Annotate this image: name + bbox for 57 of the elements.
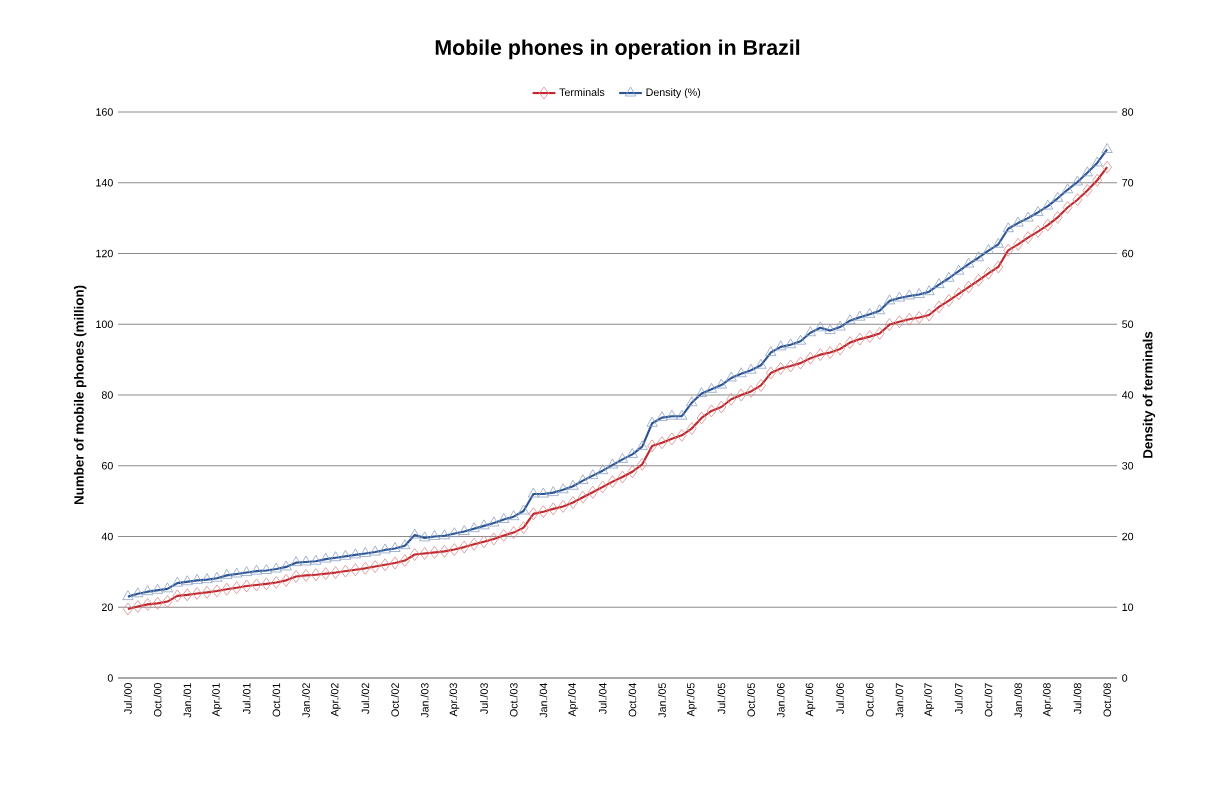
x-tick-label: Oct./04	[628, 683, 637, 717]
x-tick-label: Oct./07	[984, 683, 993, 717]
x-tick-label: Oct./02	[391, 683, 399, 717]
y2-tick-label: 30	[1122, 461, 1134, 470]
x-tick-label: Apr./07	[924, 683, 935, 717]
x-tick-label: Oct./08	[1103, 683, 1112, 717]
x-tick-label: Jul./04	[598, 683, 607, 714]
legend-label: Density (%)	[646, 88, 701, 99]
y-tick-label: 160	[96, 108, 113, 116]
y2-tick-label: 80	[1122, 108, 1134, 116]
x-tick-label: Jul./07	[954, 683, 963, 714]
x-tick-label: Apr./04	[568, 683, 578, 717]
y-tick-label: 100	[96, 320, 113, 329]
x-tick-label: Apr./01	[211, 683, 222, 717]
y-tick-label: 60	[101, 461, 113, 470]
x-tick-label: Jul./01	[242, 683, 251, 714]
x-tick-label: Jan./07	[895, 683, 904, 718]
y2-axis-title: Density of terminals	[1142, 331, 1156, 458]
x-tick-label: Oct./03	[509, 683, 518, 717]
y2-tick-label: 20	[1122, 532, 1134, 541]
y-tick-label: 80	[101, 391, 113, 399]
y2-tick-label: 0	[1122, 674, 1128, 682]
y2-tick-label: 40	[1121, 391, 1134, 399]
y-tick-label: 120	[96, 249, 113, 258]
x-tick-label: Jul./06	[836, 683, 844, 714]
x-tick-label: Jan./03	[420, 683, 429, 718]
y-tick-label: 140	[96, 178, 113, 187]
x-tick-label: Apr./06	[805, 683, 816, 717]
x-tick-label: Jul./03	[480, 683, 488, 714]
y-tick-label: 40	[101, 532, 113, 541]
y2-tick-label: 10	[1122, 603, 1134, 612]
x-tick-label: Oct./00	[153, 683, 162, 717]
y2-tick-label: 60	[1122, 249, 1134, 258]
x-tick-label: Jul./08	[1073, 683, 1082, 714]
x-tick-label: Apr./02	[330, 683, 341, 717]
x-tick-label: Apr./05	[686, 683, 697, 717]
y-tick-label: 0	[107, 674, 113, 682]
x-tick-label: Apr./08	[1042, 683, 1053, 717]
x-tick-label: Jan./08	[1014, 683, 1023, 718]
legend-label: Terminals	[559, 88, 605, 96]
x-tick-label: Oct./06	[865, 683, 874, 717]
y2-tick-label: 50	[1122, 320, 1134, 329]
x-tick-label: Oct./05	[747, 683, 755, 717]
x-tick-label: Apr./03	[449, 683, 460, 717]
y-axis-title: Number of mobile phones (million)	[73, 285, 87, 505]
x-tick-label: Jan./02	[302, 683, 310, 718]
x-tick-label: Jan./01	[183, 683, 192, 718]
x-tick-label: Jul./05	[717, 683, 726, 714]
x-tick-label: Jul./00	[123, 683, 132, 714]
x-tick-label: Jan./06	[776, 683, 785, 718]
y-tick-label: 20	[101, 603, 113, 612]
x-tick-label: Jan./04	[539, 683, 548, 718]
y2-tick-label: 70	[1122, 178, 1134, 187]
x-tick-label: Jan./05	[658, 683, 666, 718]
x-tick-label: Jul./02	[361, 683, 370, 714]
chart-title: Mobile phones in operation in Brazil	[435, 39, 800, 60]
x-tick-label: Oct./01	[272, 683, 281, 717]
